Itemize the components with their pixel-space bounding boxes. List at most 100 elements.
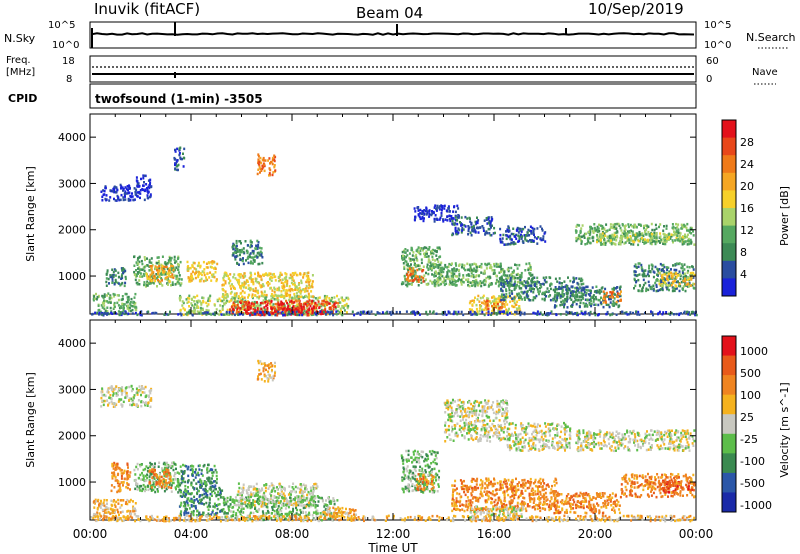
power-cell — [454, 216, 457, 219]
power-cell — [270, 292, 273, 296]
power-cell — [539, 237, 542, 240]
power-cell — [535, 294, 538, 298]
power-cell — [525, 286, 528, 290]
power-cell — [169, 259, 172, 262]
power-cell — [138, 190, 141, 194]
power-cell — [693, 273, 696, 277]
power-cell — [518, 235, 521, 239]
power-cell — [218, 313, 221, 316]
power-cell — [239, 276, 242, 279]
power-cell — [233, 273, 236, 276]
power-cell — [430, 249, 433, 253]
power-cell — [510, 311, 513, 314]
power-cell — [139, 275, 142, 278]
power-cell — [134, 292, 137, 296]
power-cell — [524, 298, 526, 301]
power-cell — [594, 303, 597, 306]
power-cell — [647, 288, 650, 292]
power-cell — [390, 313, 393, 316]
power-cell — [180, 282, 183, 285]
power-cell — [112, 275, 115, 278]
power-cell — [519, 229, 522, 232]
power-cell — [250, 302, 253, 305]
power-cell — [688, 240, 691, 243]
power-cell — [406, 284, 409, 288]
power-cell — [586, 304, 589, 307]
power-cell — [612, 300, 615, 303]
power-cell — [620, 229, 623, 232]
power-cell — [168, 273, 171, 276]
power-cell — [635, 310, 638, 313]
power-cell — [250, 277, 252, 280]
velocity-cell — [94, 500, 97, 503]
power-cell — [240, 242, 242, 245]
power-cell — [242, 276, 245, 279]
power-cell — [326, 303, 328, 307]
power-cell — [569, 279, 572, 283]
power-cell — [485, 267, 488, 270]
power-cell — [126, 192, 129, 195]
power-cell — [415, 312, 417, 315]
power-cell — [688, 311, 690, 314]
power-cell — [319, 310, 322, 313]
power-cell — [607, 303, 610, 307]
power-cell — [673, 231, 676, 234]
power-cell — [416, 268, 419, 272]
power-cell — [489, 221, 492, 225]
power-cell — [427, 258, 430, 261]
power-cell — [582, 234, 585, 237]
power-cell — [676, 226, 679, 229]
power-cell — [278, 288, 281, 292]
power-cell — [205, 266, 208, 269]
power-cell — [509, 283, 512, 286]
power-cell — [668, 275, 671, 278]
power-cell — [273, 164, 276, 167]
power-cell — [451, 269, 454, 273]
power-cell — [510, 241, 513, 245]
power-cell — [235, 250, 238, 254]
power-cell — [407, 269, 410, 272]
power-cell — [169, 261, 172, 264]
power-cell — [263, 163, 266, 166]
power-cell — [410, 269, 413, 273]
power-cell — [250, 280, 253, 283]
power-cell — [224, 271, 227, 274]
power-cell — [299, 309, 302, 312]
power-cell — [311, 282, 314, 286]
power-cell — [247, 261, 250, 265]
power-cell — [115, 312, 118, 315]
velocity-cell — [104, 508, 107, 511]
power-cell — [637, 310, 640, 314]
power-cell — [191, 304, 194, 307]
power-cell — [343, 298, 346, 302]
power-cell — [207, 299, 210, 303]
power-cell — [451, 281, 454, 284]
power-cell — [168, 260, 171, 263]
power-cell — [141, 275, 144, 278]
power-cell — [447, 310, 450, 313]
power-cell — [120, 306, 123, 309]
power-cell — [420, 275, 423, 279]
power-cell — [231, 283, 233, 286]
power-cell — [290, 301, 293, 304]
power-cell — [171, 273, 174, 276]
power-cell — [472, 273, 475, 277]
power-cell — [643, 274, 646, 278]
power-cell — [585, 285, 588, 289]
power-cell — [247, 296, 249, 299]
power-cell — [303, 307, 306, 310]
power-cell — [543, 297, 546, 301]
power-cell — [308, 299, 311, 302]
power-cell — [420, 281, 423, 284]
power-cell — [490, 266, 493, 269]
power-cell — [458, 278, 460, 281]
power-cell — [257, 162, 260, 166]
power-cell — [168, 257, 171, 260]
power-cell — [513, 284, 516, 287]
power-cell — [659, 232, 662, 235]
power-cell — [685, 283, 688, 286]
power-cell — [205, 276, 207, 279]
power-cell — [316, 312, 319, 315]
power-cell — [519, 313, 522, 317]
power-cell — [555, 313, 558, 317]
